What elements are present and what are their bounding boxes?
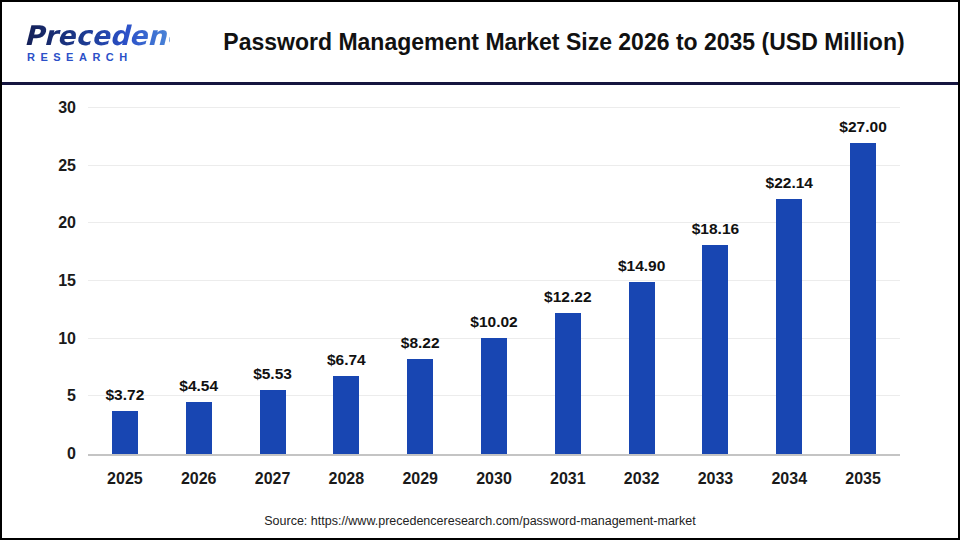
logo-wordmark: Precedence xyxy=(24,22,170,49)
bar-value-label-2025: $3.72 xyxy=(88,386,162,404)
precedence-research-logo: Precedence RESEARCH xyxy=(2,22,170,63)
x-axis-tick-label-2032: 2032 xyxy=(605,470,679,488)
x-axis-tick-label-2031: 2031 xyxy=(531,470,605,488)
bar-2030 xyxy=(481,338,507,454)
page-title: Password Management Market Size 2026 to … xyxy=(223,29,904,56)
x-axis-tick-label-2033: 2033 xyxy=(679,470,753,488)
bar-2033 xyxy=(702,245,728,454)
logo-subtitle: RESEARCH xyxy=(24,52,170,63)
bar-2035 xyxy=(850,143,876,454)
y-axis-tick-label-10: 10 xyxy=(26,331,76,347)
y-axis-tick-label-30: 30 xyxy=(26,100,76,116)
bar-2031 xyxy=(555,313,581,454)
bar-2025 xyxy=(112,411,138,454)
y-axis-tick-label-25: 25 xyxy=(26,158,76,174)
y-axis-tick-label-0: 0 xyxy=(26,446,76,462)
x-axis-tick-label-2026: 2026 xyxy=(162,470,236,488)
y-axis-tick-label-20: 20 xyxy=(26,215,76,231)
bar-2029 xyxy=(407,359,433,454)
bar-chart-plot-area: 051015202530$3.722025$4.542026$5.532027$… xyxy=(88,110,900,456)
x-axis-tick-label-2034: 2034 xyxy=(752,470,826,488)
bar-value-label-2032: $14.90 xyxy=(605,257,679,275)
bar-value-label-2028: $6.74 xyxy=(309,351,383,369)
bar-value-label-2035: $27.00 xyxy=(826,118,900,136)
bar-2034 xyxy=(776,199,802,454)
x-axis-tick-label-2029: 2029 xyxy=(383,470,457,488)
bar-2032 xyxy=(629,282,655,454)
x-axis-tick-label-2035: 2035 xyxy=(826,470,900,488)
source-attribution: Source: https://www.precedenceresearch.c… xyxy=(2,514,958,528)
bar-2028 xyxy=(333,376,359,454)
bar-value-label-2033: $18.16 xyxy=(679,220,753,238)
bar-value-label-2034: $22.14 xyxy=(752,174,826,192)
bar-value-label-2027: $5.53 xyxy=(236,365,310,383)
bar-value-label-2026: $4.54 xyxy=(162,377,236,395)
bar-value-label-2030: $10.02 xyxy=(457,313,531,331)
bar-2027 xyxy=(260,390,286,454)
infographic-page: Precedence RESEARCH Password Management … xyxy=(0,0,960,540)
x-axis-tick-label-2030: 2030 xyxy=(457,470,531,488)
gridline-y-25 xyxy=(88,165,900,166)
gridline-y-30 xyxy=(88,107,900,108)
y-axis-tick-label-15: 15 xyxy=(26,273,76,289)
y-axis-tick-label-5: 5 xyxy=(26,388,76,404)
bar-2026 xyxy=(186,402,212,454)
x-axis-tick-label-2028: 2028 xyxy=(309,470,383,488)
x-axis-tick-label-2027: 2027 xyxy=(236,470,310,488)
bar-value-label-2031: $12.22 xyxy=(531,288,605,306)
x-axis-tick-label-2025: 2025 xyxy=(88,470,162,488)
header: Precedence RESEARCH Password Management … xyxy=(2,2,958,85)
title-area: Password Management Market Size 2026 to … xyxy=(170,29,958,56)
bar-value-label-2029: $8.22 xyxy=(383,334,457,352)
